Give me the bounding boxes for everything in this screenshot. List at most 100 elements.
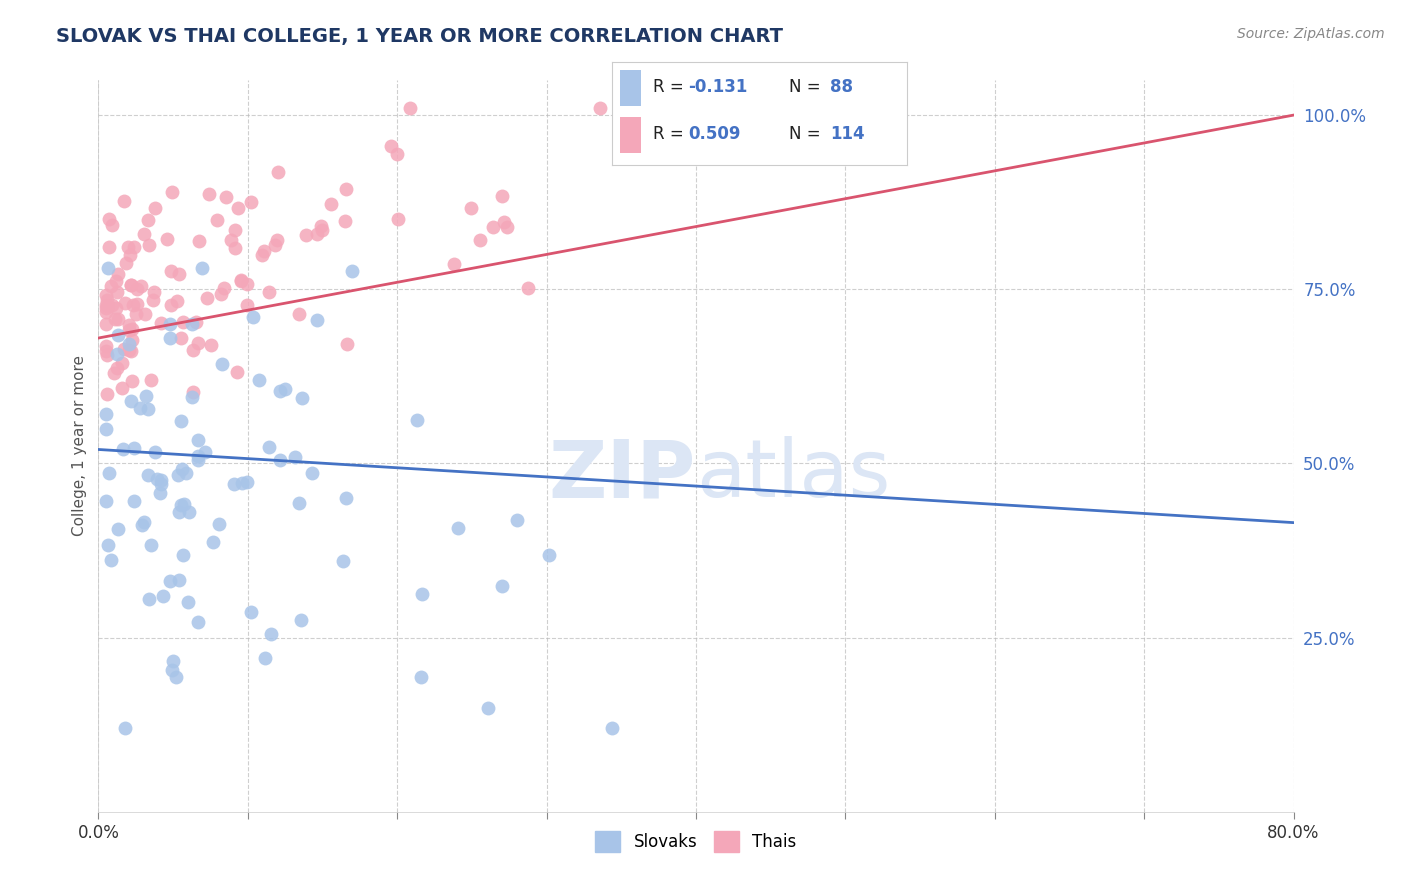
Point: [125, 307, 148, 321]
Point: [97, 299, 120, 313]
Point: [143, 285, 166, 300]
Point: [443, 257, 465, 271]
Point: [460, 201, 482, 215]
Text: N =: N =: [789, 78, 825, 96]
Point: [385, 146, 408, 161]
Point: [240, 606, 263, 620]
Point: [145, 201, 167, 215]
Point: [284, 450, 307, 465]
Point: [274, 382, 297, 396]
Point: [118, 322, 141, 336]
Point: [114, 721, 136, 735]
Point: [387, 212, 409, 227]
Point: [94, 407, 117, 421]
Point: [97, 261, 120, 276]
Point: [112, 342, 135, 356]
Point: [107, 267, 129, 281]
Point: [162, 654, 184, 668]
Point: [225, 365, 247, 379]
Point: [187, 449, 209, 463]
Point: [117, 240, 139, 254]
Point: [167, 267, 190, 281]
Point: [209, 287, 232, 301]
Point: [141, 373, 163, 387]
Point: [212, 281, 235, 295]
Point: [94, 305, 117, 319]
Point: [150, 477, 173, 491]
Point: [94, 422, 117, 436]
Point: [295, 227, 318, 242]
Point: [229, 274, 252, 288]
Point: [105, 285, 128, 299]
Point: [94, 317, 117, 331]
Point: [266, 233, 288, 247]
Point: [269, 453, 291, 467]
Point: [215, 189, 238, 203]
Point: [170, 498, 193, 512]
Point: [260, 627, 283, 641]
Point: [127, 282, 149, 296]
Point: [146, 472, 169, 486]
Point: [122, 240, 145, 254]
FancyBboxPatch shape: [620, 70, 641, 105]
Point: [134, 307, 156, 321]
Point: [491, 579, 513, 593]
Point: [195, 291, 218, 305]
Point: [111, 356, 134, 370]
Point: [107, 328, 129, 343]
Point: [94, 343, 117, 358]
Point: [96, 293, 118, 307]
Point: [156, 232, 179, 246]
Point: [97, 538, 120, 552]
Point: [101, 218, 124, 232]
Point: [121, 333, 143, 347]
Point: [104, 274, 127, 288]
Text: Source: ZipAtlas.com: Source: ZipAtlas.com: [1237, 27, 1385, 41]
Point: [160, 186, 183, 200]
Point: [169, 573, 191, 587]
Point: [118, 318, 141, 332]
Point: [231, 476, 253, 491]
Point: [114, 256, 136, 270]
Point: [103, 366, 125, 380]
Point: [143, 445, 166, 459]
Point: [136, 401, 159, 416]
Point: [122, 298, 145, 312]
Point: [333, 213, 356, 227]
Point: [136, 468, 159, 483]
Point: [187, 433, 209, 447]
Point: [134, 227, 156, 242]
Point: [290, 613, 312, 627]
Point: [224, 223, 246, 237]
Point: [208, 516, 231, 531]
Point: [180, 390, 202, 404]
Point: [142, 293, 165, 307]
Point: [506, 513, 529, 527]
Point: [111, 442, 134, 456]
Point: [101, 298, 124, 312]
Point: [187, 615, 209, 630]
Point: [187, 453, 209, 467]
Point: [600, 721, 623, 735]
Point: [120, 278, 142, 293]
Point: [120, 248, 142, 262]
Point: [107, 311, 129, 326]
Point: [124, 441, 146, 455]
Point: [118, 343, 141, 357]
Text: -0.131: -0.131: [689, 78, 748, 96]
Point: [494, 214, 516, 228]
Point: [129, 278, 152, 293]
Point: [159, 298, 181, 312]
Text: N =: N =: [789, 125, 825, 144]
Point: [309, 219, 332, 234]
Point: [311, 223, 333, 237]
Point: [181, 384, 204, 399]
Point: [159, 574, 181, 588]
Point: [94, 298, 117, 312]
Point: [169, 505, 191, 519]
Text: 0.509: 0.509: [689, 125, 741, 144]
Point: [121, 374, 143, 388]
Point: [118, 337, 141, 351]
Text: SLOVAK VS THAI COLLEGE, 1 YEAR OR MORE CORRELATION CHART: SLOVAK VS THAI COLLEGE, 1 YEAR OR MORE C…: [56, 27, 783, 45]
Point: [291, 392, 314, 406]
